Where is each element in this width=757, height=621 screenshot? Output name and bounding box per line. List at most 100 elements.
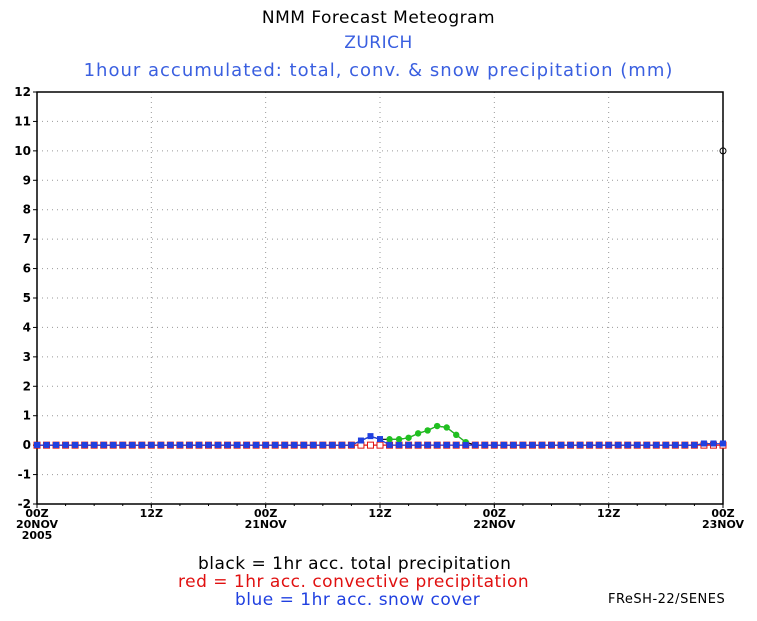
snow-point: [43, 441, 50, 448]
rain-point: [386, 436, 393, 443]
snow-point: [396, 441, 403, 448]
snow-point: [329, 441, 336, 448]
snow-point: [148, 441, 155, 448]
snow-point: [281, 441, 288, 448]
x-tick-label: 00Z: [25, 507, 48, 520]
snow-point: [710, 440, 717, 447]
snow-point: [386, 441, 393, 448]
x-tick-label: 2005: [22, 529, 53, 542]
snow-point: [157, 441, 164, 448]
snow-point: [310, 441, 317, 448]
x-tick-label: 23NOV: [702, 518, 745, 531]
location-label: ZURICH: [344, 33, 413, 53]
snow-point: [34, 441, 40, 448]
snow-point: [681, 441, 688, 448]
snow-point: [272, 441, 279, 448]
y-tick-label: 3: [23, 350, 31, 364]
chart-subtitle: 1hour accumulated: total, conv. & snow p…: [83, 60, 674, 81]
legend-total: black = 1hr acc. total precipitation: [198, 554, 512, 574]
snow-point: [262, 441, 269, 448]
x-tick-label: 12Z: [368, 507, 391, 520]
legend-convective: red = 1hr acc. convective precipitation: [178, 572, 530, 592]
snow-point: [300, 441, 307, 448]
snow-point: [72, 441, 79, 448]
snow-point: [215, 441, 222, 448]
snow-point: [234, 441, 241, 448]
y-tick-label: -2: [18, 497, 31, 511]
x-tick-label: 12Z: [597, 507, 620, 520]
snow-point: [357, 437, 364, 444]
snow-point: [224, 441, 231, 448]
snow-point: [434, 441, 441, 448]
snow-point: [348, 441, 355, 448]
x-tick-label: 00Z: [483, 507, 506, 520]
snow-point: [443, 441, 450, 448]
snow-point: [653, 441, 660, 448]
snow-point: [176, 441, 183, 448]
y-tick-label: 11: [14, 114, 31, 128]
snow-point: [129, 441, 136, 448]
snow-point: [319, 441, 326, 448]
snow-point: [720, 440, 726, 447]
snow-point: [624, 441, 631, 448]
snow-point: [253, 441, 260, 448]
y-tick-label: 7: [23, 232, 31, 246]
y-tick-label: 1: [23, 409, 31, 423]
snow-point: [415, 441, 422, 448]
snow-point: [405, 441, 412, 448]
snow-point: [615, 441, 622, 448]
snow-point: [672, 441, 679, 448]
grid: [37, 92, 723, 504]
y-tick-label: 12: [14, 85, 31, 99]
snow-point: [291, 441, 298, 448]
plot-frame: [36, 91, 724, 505]
y-tick-label: 2: [23, 379, 31, 393]
snow-point: [53, 441, 60, 448]
snow-point: [186, 441, 193, 448]
convective-point: [376, 441, 384, 449]
snow-point: [243, 441, 250, 448]
snow-point: [167, 441, 174, 448]
rain-point: [443, 424, 450, 431]
total-point: [719, 147, 727, 155]
y-tick-label: 6: [23, 262, 31, 276]
snow-point: [634, 441, 641, 448]
credit-label: FReSH-22/SENES: [608, 592, 726, 607]
snow-point: [577, 441, 584, 448]
snow-point: [491, 441, 498, 448]
y-tick-label: 8: [23, 203, 31, 217]
y-tick-label: -1: [18, 468, 31, 482]
snow-point: [529, 441, 536, 448]
x-tick-label: 22NOV: [473, 518, 516, 531]
snow-point: [567, 441, 574, 448]
snow-point: [481, 441, 488, 448]
snow-point: [195, 441, 202, 448]
snow-point: [662, 441, 669, 448]
y-tick-label: 9: [23, 173, 31, 187]
snow-point: [205, 441, 212, 448]
snow-point: [643, 441, 650, 448]
snow-point: [453, 441, 460, 448]
snow-point: [605, 441, 612, 448]
rain-point: [453, 431, 460, 439]
x-tick-label: 21NOV: [245, 518, 288, 531]
convective-point: [366, 441, 374, 449]
snow-point: [700, 440, 707, 447]
snow-point: [367, 433, 374, 440]
snow-point: [586, 441, 593, 448]
snow-point: [338, 441, 345, 448]
snow-point: [596, 441, 603, 448]
chart-title: NMM Forecast Meteogram: [261, 8, 496, 28]
snow-point: [462, 441, 469, 448]
x-tick-label: 00Z: [711, 507, 734, 520]
rain-point: [395, 436, 403, 443]
snow-point: [119, 441, 126, 448]
series: [33, 147, 727, 449]
snow-point: [472, 441, 479, 448]
legend-snow: blue = 1hr acc. snow cover: [235, 590, 481, 610]
y-tick-label: 5: [23, 291, 31, 305]
snow-point: [538, 441, 545, 448]
snow-point: [519, 441, 526, 448]
